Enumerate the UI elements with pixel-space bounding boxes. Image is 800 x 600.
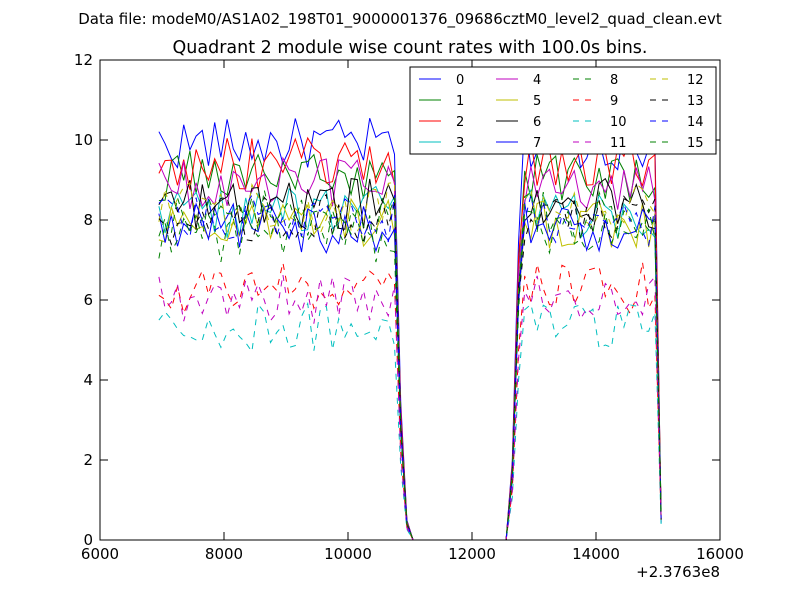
legend-label-0: 0: [456, 73, 464, 88]
legend-frame: [409, 66, 717, 155]
series-line-2: [158, 136, 662, 541]
legend-label-13: 13: [687, 94, 704, 109]
x-tick-label: 6000: [81, 545, 119, 563]
series-line-7: [158, 202, 662, 541]
series-line-11: [158, 274, 662, 541]
legend-label-9: 9: [610, 94, 618, 109]
y-tick-label: 0: [83, 531, 93, 549]
x-tick-label: 14000: [572, 545, 620, 563]
x-tick-label: 8000: [205, 545, 243, 563]
legend-label-15: 15: [687, 136, 704, 151]
legend-label-8: 8: [610, 73, 618, 88]
series-line-10: [158, 301, 662, 541]
series-line-5: [158, 197, 662, 541]
y-tick-label: 6: [83, 291, 93, 309]
y-tick-label: 2: [83, 451, 93, 469]
legend-label-1: 1: [456, 94, 464, 109]
y-tick-label: 8: [83, 211, 93, 229]
x-offset-label: +2.3763e8: [636, 563, 720, 581]
y-tick-label: 10: [74, 131, 93, 149]
x-tick-label: 12000: [448, 545, 496, 563]
x-tick-label: 16000: [696, 545, 744, 563]
legend-label-14: 14: [687, 115, 704, 130]
chart-title: Quadrant 2 module wise count rates with …: [173, 38, 648, 58]
series-layer: [158, 118, 662, 541]
series-line-13: [158, 193, 662, 541]
series-line-3: [158, 185, 662, 541]
y-tick-label: 4: [83, 371, 93, 389]
x-tick-label: 10000: [324, 545, 372, 563]
y-tick-label: 12: [74, 51, 93, 69]
series-line-9: [158, 262, 662, 541]
series-line-4: [158, 156, 662, 541]
series-line-14: [158, 194, 662, 541]
series-line-1: [158, 150, 662, 541]
legend-label-5: 5: [533, 94, 541, 109]
legend-label-11: 11: [610, 136, 627, 151]
legend-label-10: 10: [610, 115, 627, 130]
legend-label-7: 7: [533, 136, 541, 151]
legend-label-4: 4: [533, 73, 541, 88]
series-line-12: [158, 181, 662, 541]
series-line-15: [158, 189, 662, 541]
legend-label-12: 12: [687, 73, 704, 88]
series-line-8: [158, 210, 662, 541]
legend-label-3: 3: [456, 136, 464, 151]
legend-label-2: 2: [456, 115, 464, 130]
suptitle: Data file: modeM0/AS1A02_198T01_90000013…: [78, 10, 722, 29]
legend-label-6: 6: [533, 115, 541, 130]
